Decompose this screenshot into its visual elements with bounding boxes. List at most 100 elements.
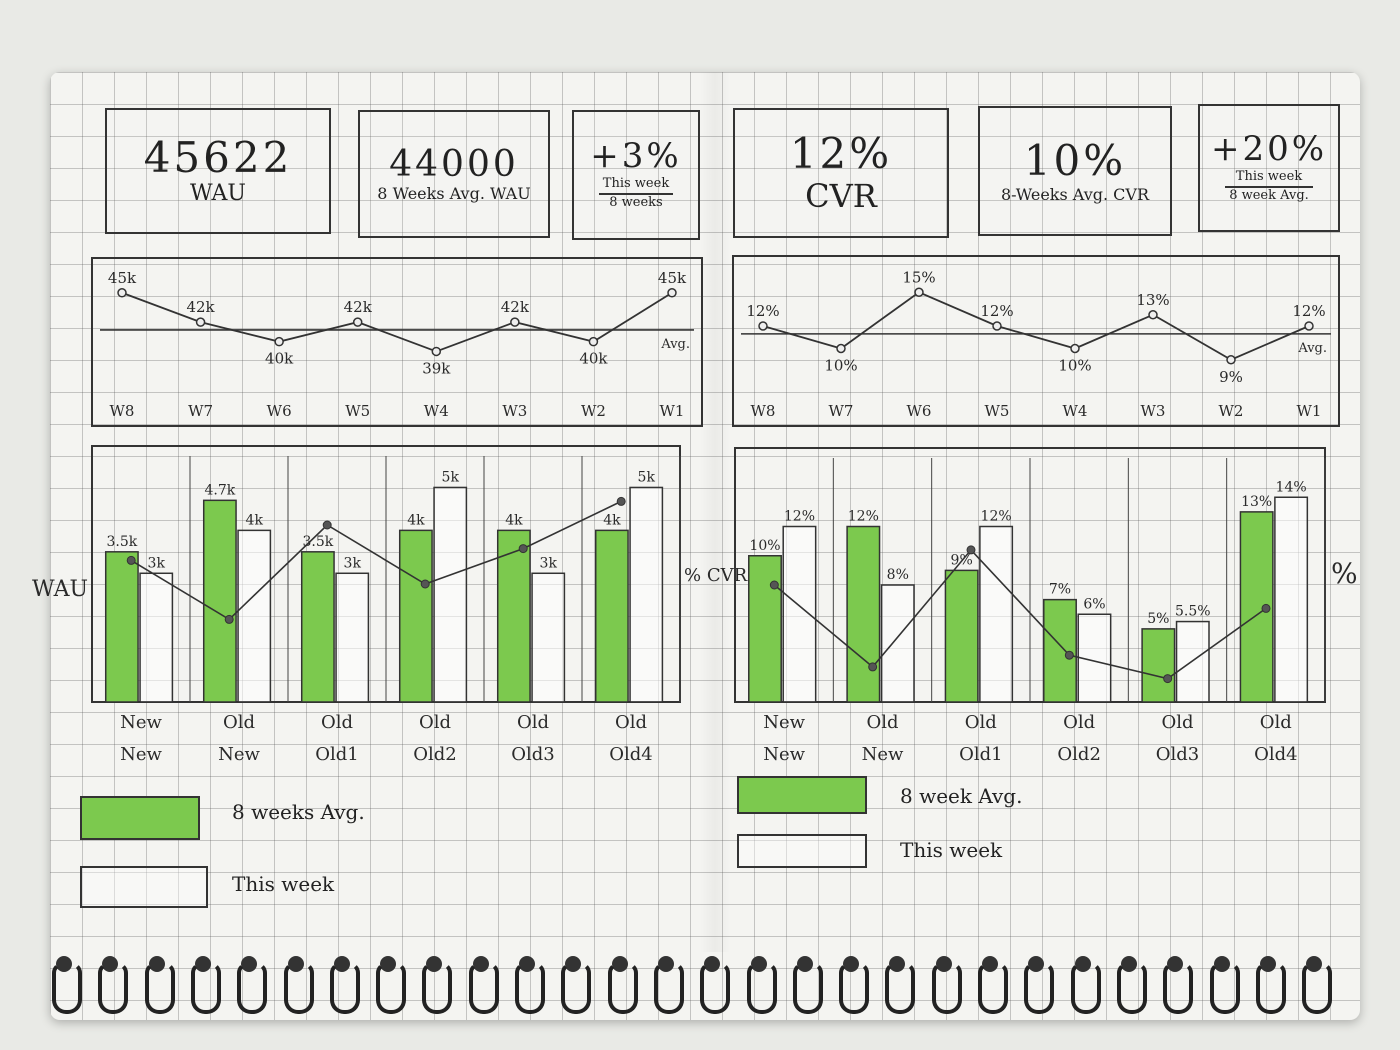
legend-left-this-swatch [80,866,208,908]
data-point [1070,343,1080,354]
binding-ring [144,962,175,1014]
bar-chart-wau: 3.5k 3k New New 4.7k 4k Old New 3.5k 3k Old Old1 4k 5… [32,445,748,765]
legend-left-avg-label: 8 weeks Avg. [232,800,365,824]
bar-label-this-week: 4k [246,512,264,528]
point-label: 9% [1219,368,1243,386]
kpi-cvr-card: 12% CVR [733,108,949,238]
data-point [667,288,677,298]
kpi-avg-cvr-label: 8-Weeks Avg. CVR [1001,184,1149,204]
bar-label-this-week: 14% [1276,479,1307,495]
kpi-wau-change-numerator: This week [598,176,674,195]
binding-ring [839,962,870,1014]
binding-ring [190,962,221,1014]
category-label-line1: Old [321,712,353,733]
cvr-point [966,545,976,555]
category-label-line2: Old2 [413,744,457,765]
category-label-line2: Old3 [511,744,555,765]
bar-label-this-week: 12% [981,509,1012,525]
legend-right-this-label: This week [900,838,1003,862]
point-label: 45k [108,269,137,287]
x-tick-label: W1 [660,402,685,420]
kpi-wau-value: 45622 [143,132,293,182]
bar-this-week [1274,496,1309,703]
bar-label-avg: 7% [1049,582,1071,598]
legend-right-this-swatch [737,834,867,868]
category-label-line2: Old1 [315,744,359,765]
bar-this-week [335,572,370,703]
bar-8-weeks-avg [944,569,979,703]
bar-label-avg: 5% [1147,611,1169,627]
bar-8-weeks-avg [1043,598,1077,703]
binding-ring [329,962,360,1014]
binding-ring [468,962,499,1014]
bar-label-this-week: 3k [540,555,558,571]
x-tick-label: W3 [1141,402,1166,420]
bar-label-avg: 4k [603,512,621,528]
cvr-line [773,548,1267,680]
kpi-cvr-change-value: +20% [1210,129,1328,170]
kpi-wau-change-denominator: 8 weeks [609,194,663,210]
category-label-line1: Old [223,712,255,733]
category-label-line1: Old [965,712,997,733]
bar-this-week [139,572,174,703]
category-label-line1: Old [615,712,647,733]
binding-ring [1163,962,1194,1014]
point-label: 42k [344,298,373,316]
bar-8-weeks-avg [300,551,335,703]
bar-this-week [237,529,272,703]
cvr-point [616,496,626,506]
binding-ring [1070,962,1101,1014]
bar-label-avg: 3.5k [303,534,334,550]
binding-ring [1302,962,1333,1014]
bar-label-avg: 4k [505,512,523,528]
kpi-wau-change-card: +3% This week 8 weeks [572,110,700,240]
bar-label-this-week: 6% [1083,596,1105,612]
bar-label-avg: 3.5k [107,534,138,550]
binding-ring [700,962,731,1014]
binding-ring [1116,962,1147,1014]
bar-8-weeks-avg [846,525,881,703]
x-tick-label: W6 [267,402,292,420]
category-label-line2: New [862,744,904,765]
bar-this-week [1175,620,1210,703]
point-label: 10% [824,357,857,375]
bar-label-avg: 4k [407,512,425,528]
binding-ring [978,962,1008,1014]
data-point [758,321,768,331]
point-label: 42k [186,298,215,316]
data-point [195,317,206,327]
bar-label-this-week: 5.5% [1175,604,1211,620]
bar-label-this-week: 3k [344,555,362,571]
kpi-wau-label: WAU [190,180,246,206]
category-label-line2: Old2 [1057,744,1101,765]
bar-this-week [979,525,1014,703]
x-tick-label: W8 [110,402,135,420]
binding-ring [792,962,823,1014]
y-axis-label: WAU [32,577,88,602]
category-label-line2: Old1 [959,744,1003,765]
category-label-line1: Old [1063,712,1095,733]
cvr-line [130,500,622,621]
data-point [1304,321,1314,331]
binding-ring [1209,962,1240,1014]
binding-ring [653,962,684,1014]
point-label: 12% [1292,302,1325,320]
point-label: 13% [1136,291,1169,309]
x-tick-label: W3 [502,402,527,420]
legend-right-avg-label: 8 week Avg. [900,784,1023,808]
category-label-line1: Old [1161,712,1193,733]
data-point [274,336,284,347]
cvr-point [1261,603,1271,613]
kpi-wau-card: 45622 WAU [105,108,331,234]
page-fold [700,72,730,952]
x-tick-label: W1 [1297,402,1322,420]
point-label: 12% [746,302,779,320]
bar-label-this-week: 5k [442,469,460,485]
point-label: 15% [902,268,935,286]
line-chart-wau: Avg. 45k W8 42k W7 40k W6 42k W5 39k W4 42k W3 40k W2 4… [91,257,703,427]
binding-ring [1255,962,1286,1014]
bar-8-weeks-avg [748,555,782,703]
category-label-line1: New [763,712,805,733]
kpi-wau-change-fraction: This week 8 weeks [598,176,674,212]
